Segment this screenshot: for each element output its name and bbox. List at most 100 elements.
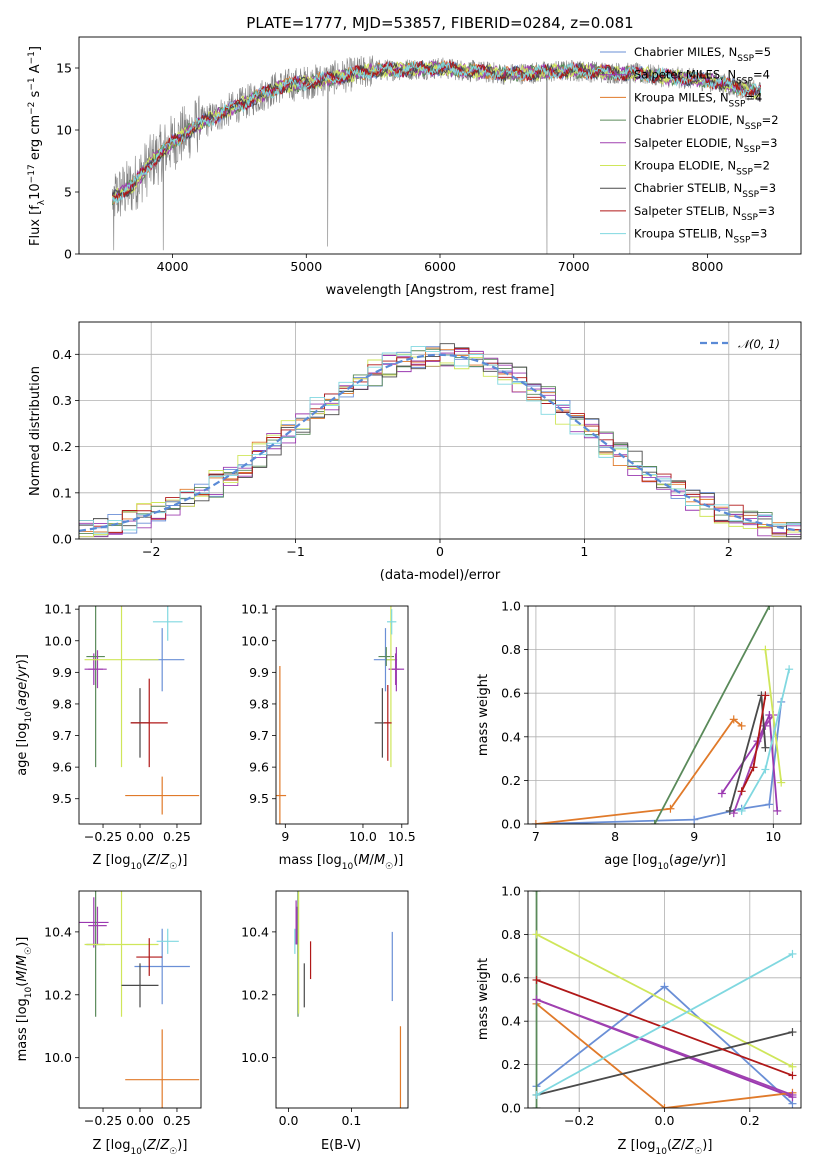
label-part: 10 (130, 862, 142, 872)
age-vs-Z-plot (84, 606, 200, 815)
label-part: 10 (24, 986, 34, 998)
y-tick-label: 10.0 (44, 1050, 72, 1065)
legend-label: 𝒩(0, 1) (738, 337, 780, 351)
label-part: ☉ (694, 1147, 702, 1157)
y-axis-label: mass weight (476, 674, 491, 756)
y-tick-label: 10.2 (44, 987, 72, 1002)
axes-frame (527, 890, 802, 1109)
y-axis-label: mass [log10(M/M☉)] (15, 937, 34, 1062)
y-axis-label: Flux [fλ10−17 erg cm−2 s−1 A−1] (27, 46, 47, 246)
y-tick-label: 0.3 (52, 393, 72, 408)
label-part: ☉ (169, 862, 177, 872)
model-spectrum-line (112, 60, 762, 204)
label-part: −17 (27, 164, 37, 183)
y-tick-label: 0.0 (501, 817, 521, 832)
y-tick-label: 10.4 (241, 924, 269, 939)
weight-line (536, 979, 793, 1077)
y-tick-label: 0 (64, 247, 72, 262)
data-spectrum-line (112, 55, 761, 254)
y-tick-label: 0.6 (501, 686, 521, 701)
label-part: s (28, 90, 43, 101)
figure-title: PLATE=1777, MJD=53857, FIBERID=0284, z=0… (246, 14, 633, 32)
label-part: =3 (758, 204, 775, 218)
y-tick-label: 10.4 (44, 924, 72, 939)
x-tick-label: 6000 (424, 259, 456, 274)
label-part: ☉ (24, 947, 34, 955)
x-tick-label: 8 (611, 829, 619, 844)
y-tick-label: 10.1 (44, 602, 72, 617)
label-part: =3 (750, 227, 767, 241)
y-tick-label: 10.2 (241, 987, 269, 1002)
label-part: 10 (657, 862, 669, 872)
mass-vs-EBV-plot (294, 891, 402, 1108)
label-part: ( (353, 853, 358, 868)
label-part: SSP (736, 77, 753, 87)
legend-label: Kroupa STELIB, NSSP=3 (634, 227, 767, 246)
y-tick-label: 9.8 (52, 696, 72, 711)
label-part: Kroupa MILES, N (634, 90, 729, 104)
age-vs-mass-axes: 9 10.0 10.5 9.5 9.6 9.7 9.8 9.9 10.0 10.1 mass [lo… (241, 602, 416, 872)
x-tick-label: 7 (532, 829, 540, 844)
weight-line (536, 953, 793, 1096)
label-part: ( (667, 1138, 672, 1153)
label-part: SSP (745, 122, 762, 132)
label-part: age (674, 853, 698, 868)
x-tick-label: 2 (725, 544, 733, 559)
y-tick-label: 9.9 (249, 665, 269, 680)
label-part: =3 (761, 136, 778, 150)
x-tick-label: −0.25 (84, 1113, 122, 1128)
label-part: / (370, 853, 375, 868)
label-part: Z (684, 1138, 695, 1153)
label-part: / (698, 853, 703, 868)
residuals-plot (79, 322, 801, 539)
label-part: Chabrier MILES, N (634, 45, 737, 59)
label-part: −1 (27, 77, 37, 90)
y-tick-label: 0.4 (501, 729, 521, 744)
label-part: Flux [f (28, 205, 43, 246)
x-tick-label: −1 (286, 544, 304, 559)
weight-line (764, 649, 783, 783)
legend-label: Kroupa MILES, NSSP=4 (634, 90, 762, 109)
weight-vs-Z-plot (528, 891, 801, 1108)
label-part: / (681, 1138, 686, 1153)
legend-label: Salpeter MILES, NSSP=4 (634, 68, 770, 87)
y-axis-label: mass weight (476, 958, 491, 1040)
x-tick-label: 7000 (558, 259, 590, 274)
y-tick-label: 10 (56, 123, 72, 138)
weight-line (535, 718, 743, 824)
label-part: )] (15, 654, 30, 664)
y-tick-label: 15 (56, 61, 72, 76)
y-tick-label: 10.0 (241, 633, 269, 648)
y-tick-label: 9.8 (249, 696, 269, 711)
label-part: =4 (745, 90, 762, 104)
label-part: SSP (736, 168, 753, 178)
x-axis-label: (data-model)/error (380, 568, 501, 583)
label-part: age [log (604, 853, 657, 868)
x-tick-label: 5000 (290, 259, 322, 274)
model-spectrum-line (112, 60, 762, 201)
label-part: )] (15, 937, 30, 947)
legend-label: Salpeter STELIB, NSSP=3 (634, 204, 775, 223)
x-tick-label: −0.25 (84, 829, 122, 844)
x-tick-label: 0.25 (163, 829, 191, 844)
label-part: Z (146, 853, 157, 868)
label-part: SSP (737, 54, 754, 64)
label-part: ( (15, 706, 30, 711)
y-tick-label: 1.0 (501, 884, 521, 899)
residual-histogram (79, 346, 801, 534)
axes-frame (78, 321, 802, 540)
label-part: 10 (342, 862, 354, 872)
y-tick-label: 9.7 (249, 728, 269, 743)
label-part: λ (37, 199, 47, 205)
label-part: Kroupa ELODIE, N (634, 159, 736, 173)
label-part: / (15, 965, 30, 970)
y-tick-label: 0.4 (52, 347, 72, 362)
label-part: 10 (24, 711, 34, 723)
x-tick-label: 0.1 (341, 1113, 361, 1128)
label-part: 10 (130, 1147, 142, 1157)
y-tick-label: 9.7 (52, 728, 72, 743)
label-part: =3 (759, 181, 776, 195)
y-tick-label: 0.2 (52, 439, 72, 454)
y-axis-label: age [log10(age/yr)] (15, 654, 34, 776)
label-part: )] (702, 1138, 712, 1153)
